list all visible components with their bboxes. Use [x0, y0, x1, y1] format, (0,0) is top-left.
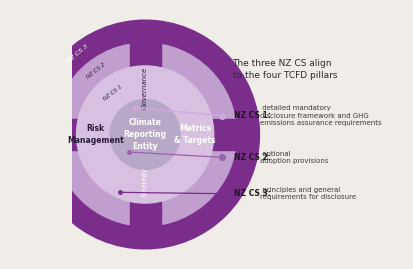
Text: detailed mandatory
disclosure framework and GHG
emissions assurance requirements: detailed mandatory disclosure framework … [259, 105, 380, 126]
Circle shape [54, 43, 236, 226]
Circle shape [76, 66, 213, 203]
Circle shape [76, 66, 213, 203]
Text: Risk
Management: Risk Management [67, 125, 123, 144]
Circle shape [31, 20, 259, 249]
Text: NZ CS 1:: NZ CS 1: [233, 111, 270, 120]
Text: NZ CS 3:: NZ CS 3: [233, 189, 270, 198]
Text: NZ CS 2: NZ CS 2 [85, 62, 106, 80]
Text: NZ CS 3: NZ CS 3 [66, 44, 89, 64]
Text: The three NZ CS align
to the four TCFD pillars: The three NZ CS align to the four TCFD p… [232, 59, 336, 80]
Bar [31, 119, 259, 150]
Text: Governance: Governance [142, 66, 148, 109]
Circle shape [31, 20, 259, 249]
Circle shape [31, 20, 259, 249]
Text: Metrics
& Targets: Metrics & Targets [174, 125, 215, 144]
Text: NZ CS 1: NZ CS 1 [102, 84, 123, 102]
Circle shape [110, 100, 180, 169]
Text: principles and general
requirements for disclosure: principles and general requirements for … [259, 187, 355, 200]
Bar [129, 20, 160, 249]
Text: Strategy: Strategy [142, 167, 148, 197]
Text: optional
adoption provisions: optional adoption provisions [259, 151, 328, 164]
Text: Climate
Reporting
Entity: Climate Reporting Entity [123, 118, 166, 151]
Text: NZ CS 2:: NZ CS 2: [233, 153, 270, 162]
